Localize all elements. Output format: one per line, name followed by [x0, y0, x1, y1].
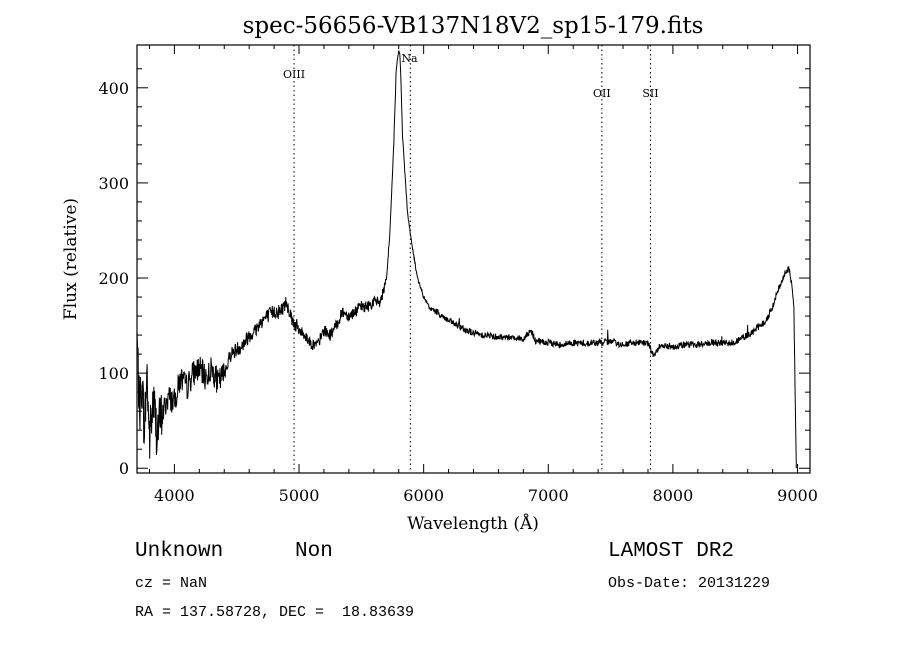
object-subclass: Non [295, 540, 333, 563]
x-tick-label: 7000 [528, 486, 569, 505]
y-tick-label: 300 [98, 174, 129, 193]
plot-frame [136, 44, 811, 474]
y-axis-label: Flux (relative) [61, 198, 81, 320]
y-tick-label: 200 [98, 269, 129, 288]
y-tick-label: 0 [119, 459, 129, 478]
line-label-oiii: OIII [283, 68, 305, 81]
chart-title: spec-56656-VB137N18V2_sp15-179.fits [243, 13, 704, 39]
x-tick-label: 6000 [403, 486, 444, 505]
y-axis-ticks: 0 100 200 300 400 [98, 68, 810, 478]
x-tick-label: 5000 [279, 486, 320, 505]
spectrum-line [136, 50, 797, 469]
line-label-na: Na [401, 52, 418, 65]
line-label-oii: OII [593, 87, 611, 100]
redshift-info: cz = NaN [135, 575, 208, 592]
x-tick-label: 9000 [777, 486, 818, 505]
x-tick-label: 4000 [154, 486, 195, 505]
y-tick-label: 100 [98, 364, 129, 383]
obs-date: Obs-Date: 20131229 [608, 575, 771, 592]
x-axis-label: Wavelength (Å) [407, 513, 539, 534]
object-class: Unknown [135, 540, 224, 563]
line-label-sii: SII [642, 87, 658, 100]
survey-name: LAMOST DR2 [608, 540, 735, 563]
ra-dec: RA = 137.58728, DEC = 18.83639 [135, 604, 415, 621]
emission-line-markers: OIII Na OII SII [283, 45, 659, 473]
y-tick-label: 400 [98, 79, 129, 98]
x-axis-ticks: 4000 5000 6000 7000 8000 9000 [148, 45, 818, 505]
x-tick-label: 8000 [653, 486, 694, 505]
